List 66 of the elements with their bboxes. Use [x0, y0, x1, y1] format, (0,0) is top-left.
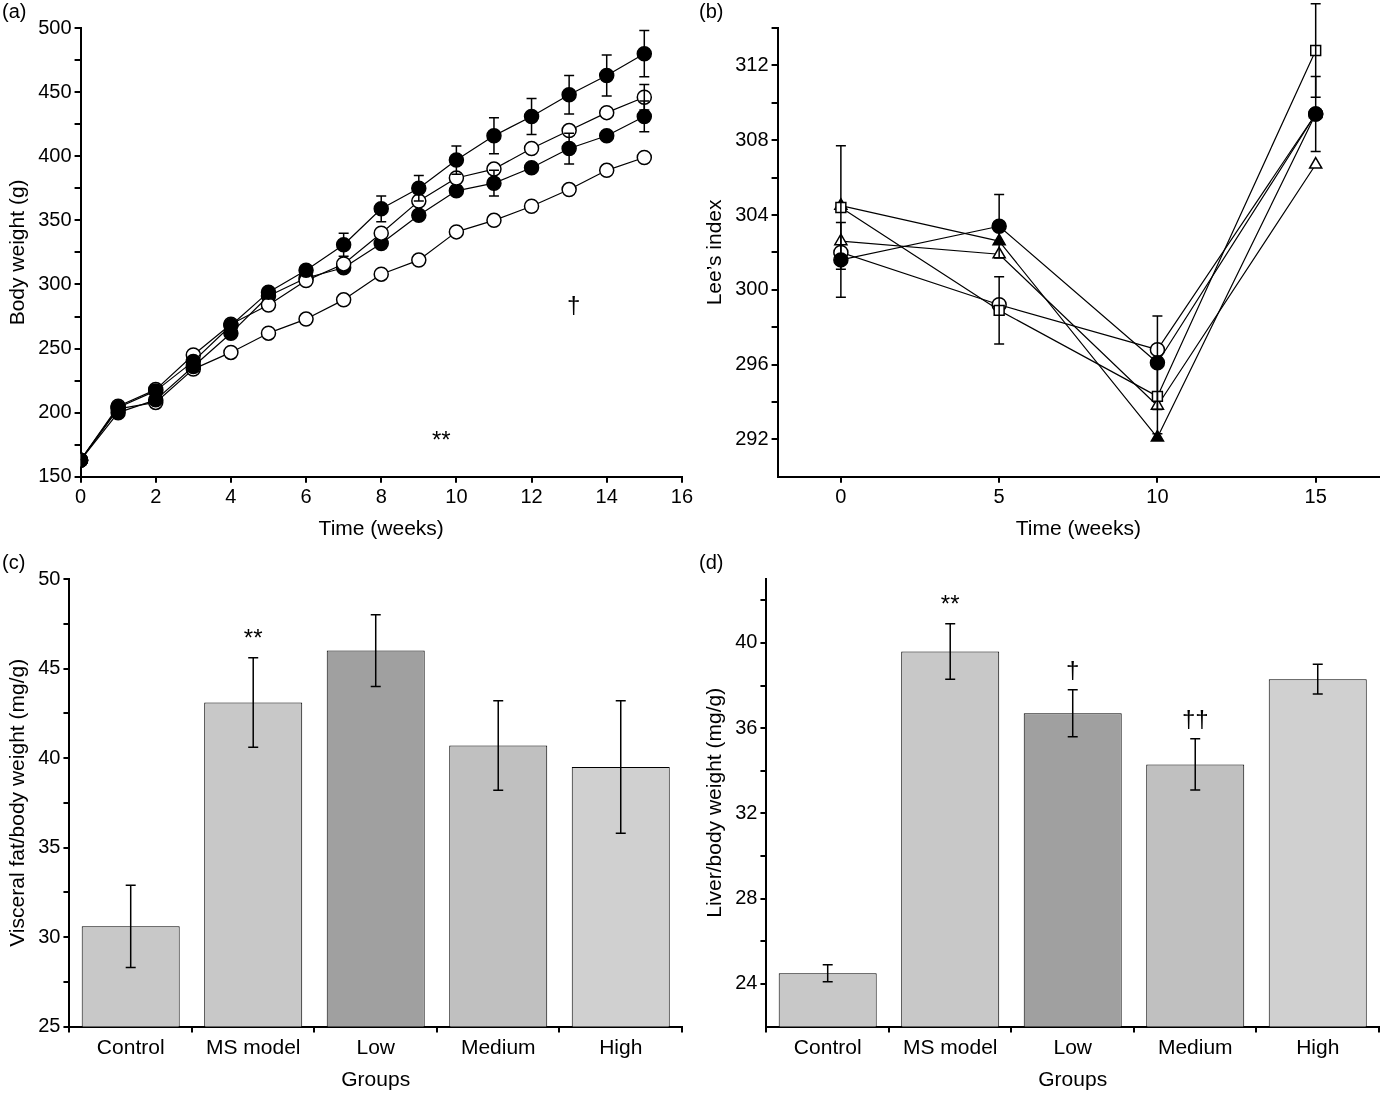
x-tick-label: 2	[150, 485, 162, 508]
annotation: **	[940, 590, 960, 618]
x-axis-title: Groups	[1038, 1067, 1108, 1091]
y-tick-label: 300	[735, 277, 769, 300]
x-tick-label: 14	[595, 485, 618, 508]
x-tick-label: 6	[300, 485, 312, 508]
y-tick-label: 28	[735, 886, 758, 909]
x-axis-title: Time (weeks)	[1015, 516, 1141, 540]
y-tick-label: 308	[735, 127, 769, 150]
x-tick-label: Medium	[460, 1035, 536, 1058]
y-axis-title: Lee’s index	[702, 198, 726, 306]
x-tick-label: Medium	[1157, 1035, 1233, 1058]
y-tick-label: 35	[38, 835, 61, 858]
chart-title: (b)	[699, 0, 724, 22]
y-axis-title: Body weight (g)	[5, 179, 29, 326]
y-tick-label: 36	[735, 715, 758, 738]
y-axis-title: Liver/body weight (mg/g)	[702, 687, 726, 918]
chart-title: (a)	[2, 0, 27, 22]
y-tick-label: 32	[735, 800, 758, 823]
y-tick-label: 296	[735, 352, 769, 375]
x-tick-label: 15	[1304, 485, 1327, 508]
annotation: †	[1066, 656, 1080, 684]
y-tick-label: 50	[38, 566, 61, 589]
x-tick-label: MS model	[205, 1035, 301, 1058]
y-tick-label: 200	[38, 400, 72, 423]
y-tick-label: 292	[735, 426, 769, 449]
y-tick-label: 24	[735, 971, 758, 994]
x-tick-label: Low	[356, 1035, 396, 1058]
x-tick-label: 12	[520, 485, 543, 508]
x-tick-label: 10	[445, 485, 468, 508]
x-tick-label: 0	[835, 485, 847, 508]
x-tick-label: 0	[75, 485, 87, 508]
annotation: †	[566, 290, 581, 318]
x-tick-label: 16	[670, 485, 693, 508]
annotation: ††	[1181, 705, 1209, 733]
y-tick-label: 150	[38, 464, 72, 487]
chart-title: (c)	[2, 550, 26, 573]
chart-title: (d)	[699, 550, 724, 573]
x-tick-label: Low	[1053, 1035, 1093, 1058]
y-tick-label: 250	[38, 336, 72, 359]
annotation: **	[243, 624, 263, 652]
x-tick-label: 10	[1146, 485, 1169, 508]
x-tick-label: MS model	[902, 1035, 998, 1058]
x-tick-label: 5	[993, 485, 1005, 508]
x-tick-label: 8	[375, 485, 387, 508]
y-tick-label: 450	[38, 79, 72, 102]
x-tick-label: Control	[96, 1035, 165, 1058]
y-tick-label: 45	[38, 656, 61, 679]
x-axis-title: Time (weeks)	[318, 516, 444, 540]
y-tick-label: 40	[735, 630, 758, 653]
x-tick-label: High	[599, 1035, 643, 1058]
y-tick-label: 40	[38, 745, 61, 768]
y-tick-label: 25	[38, 1014, 61, 1037]
x-tick-label: Control	[793, 1035, 862, 1058]
y-tick-label: 30	[38, 924, 61, 947]
y-tick-label: 312	[735, 52, 769, 75]
y-tick-label: 350	[38, 207, 72, 230]
y-tick-label: 500	[38, 15, 72, 38]
y-tick-label: 304	[735, 202, 769, 225]
annotation: **	[432, 425, 451, 453]
y-tick-label: 400	[38, 143, 72, 166]
x-tick-label: 4	[225, 485, 237, 508]
x-axis-title: Groups	[341, 1067, 411, 1091]
x-tick-label: High	[1296, 1035, 1340, 1058]
y-tick-label: 300	[38, 271, 72, 294]
y-axis-title: Visceral fat/body weight (mg/g)	[5, 658, 29, 947]
